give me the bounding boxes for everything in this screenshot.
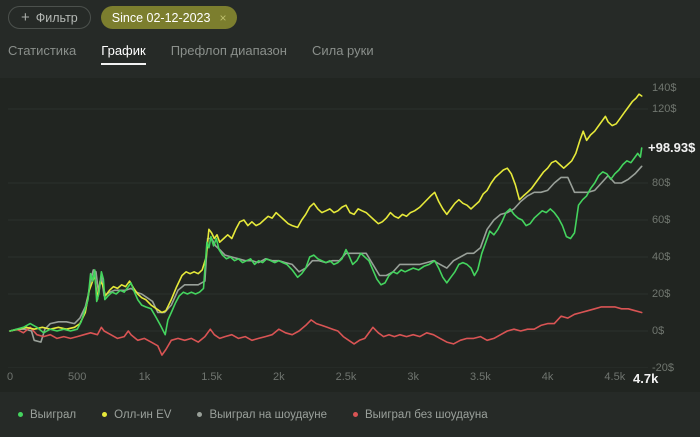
- legend-item[interactable]: Выиграл без шоудауна: [352, 408, 488, 421]
- legend-label: Выиграл: [30, 408, 77, 421]
- x-tick-label: 500: [68, 371, 87, 383]
- legend-dot-icon: [18, 411, 23, 417]
- tab-bar: Статистика График Префлоп диапазон Сила рук…: [8, 43, 374, 65]
- legend-item[interactable]: Выиграл: [18, 409, 76, 421]
- current-value-label: +98.93$: [648, 139, 696, 155]
- tab-hand-strength[interactable]: Сила руки: [311, 43, 374, 58]
- current-hands-label: 4.7k: [633, 371, 659, 386]
- x-tick-label: 3k: [407, 371, 420, 383]
- x-tick-label: 0: [6, 371, 14, 383]
- legend-dot-icon: [352, 411, 358, 417]
- plus-icon: +: [21, 8, 30, 26]
- x-tick-label: 4.5k: [604, 371, 626, 383]
- x-tick-label: 2.5k: [335, 371, 357, 383]
- tab-statistics[interactable]: Статистика: [8, 43, 77, 58]
- legend-dot-icon: [197, 411, 203, 417]
- x-tick-label: 1.5k: [201, 371, 222, 383]
- x-tick-label: 2k: [272, 371, 285, 383]
- y-tick-label: 80$: [652, 177, 671, 189]
- legend-label: Выиграл без шоудауна: [364, 408, 488, 421]
- series-line: [9, 93, 643, 332]
- series-line: [9, 147, 643, 336]
- legend-dot-icon: [102, 411, 108, 417]
- series-line: [9, 306, 643, 356]
- add-filter-label: Фильтр: [35, 10, 78, 25]
- legend-label: Олл-ин EV: [114, 408, 172, 421]
- y-tick-label: 40$: [652, 251, 671, 263]
- legend-item[interactable]: Выиграл на шоудауне: [197, 409, 327, 421]
- legend-label: Выиграл на шоудауне: [209, 408, 327, 421]
- tab-graph[interactable]: График: [101, 43, 146, 65]
- close-icon[interactable]: ×: [219, 10, 227, 25]
- winnings-chart[interactable]: 140$ 120$ 80$ 60$ 40$ 20$ 0$ -20$ +98.93$ 0 500 1k…: [0, 78, 700, 392]
- y-tick-label: -20$: [652, 362, 675, 374]
- x-tick-label: 3.5k: [470, 371, 491, 383]
- y-tick-label: 120$: [652, 103, 677, 115]
- add-filter-button[interactable]: + Фильтр: [8, 6, 91, 29]
- date-filter-chip[interactable]: Since 02-12-2023 ×: [100, 6, 238, 29]
- y-tick-label: 20$: [652, 288, 671, 300]
- date-filter-label: Since 02-12-2023: [111, 10, 211, 25]
- y-tick-label: 60$: [652, 214, 671, 226]
- chart-plot-area[interactable]: [8, 78, 648, 368]
- x-tick-label: 1k: [138, 371, 151, 383]
- legend-item[interactable]: Олл-ин EV: [102, 409, 171, 421]
- series-line: [9, 165, 643, 343]
- chart-legend: Выиграл Олл-ин EV Выиграл на шоудауне Выигр…: [0, 392, 700, 437]
- y-tick-label: 0$: [652, 325, 665, 337]
- tab-preflop-range[interactable]: Префлоп диапазон: [170, 43, 287, 58]
- x-tick-label: 4k: [541, 371, 554, 383]
- y-tick-label: 140$: [652, 82, 677, 94]
- filter-bar: + Фильтр Since 02-12-2023 ×: [8, 6, 238, 29]
